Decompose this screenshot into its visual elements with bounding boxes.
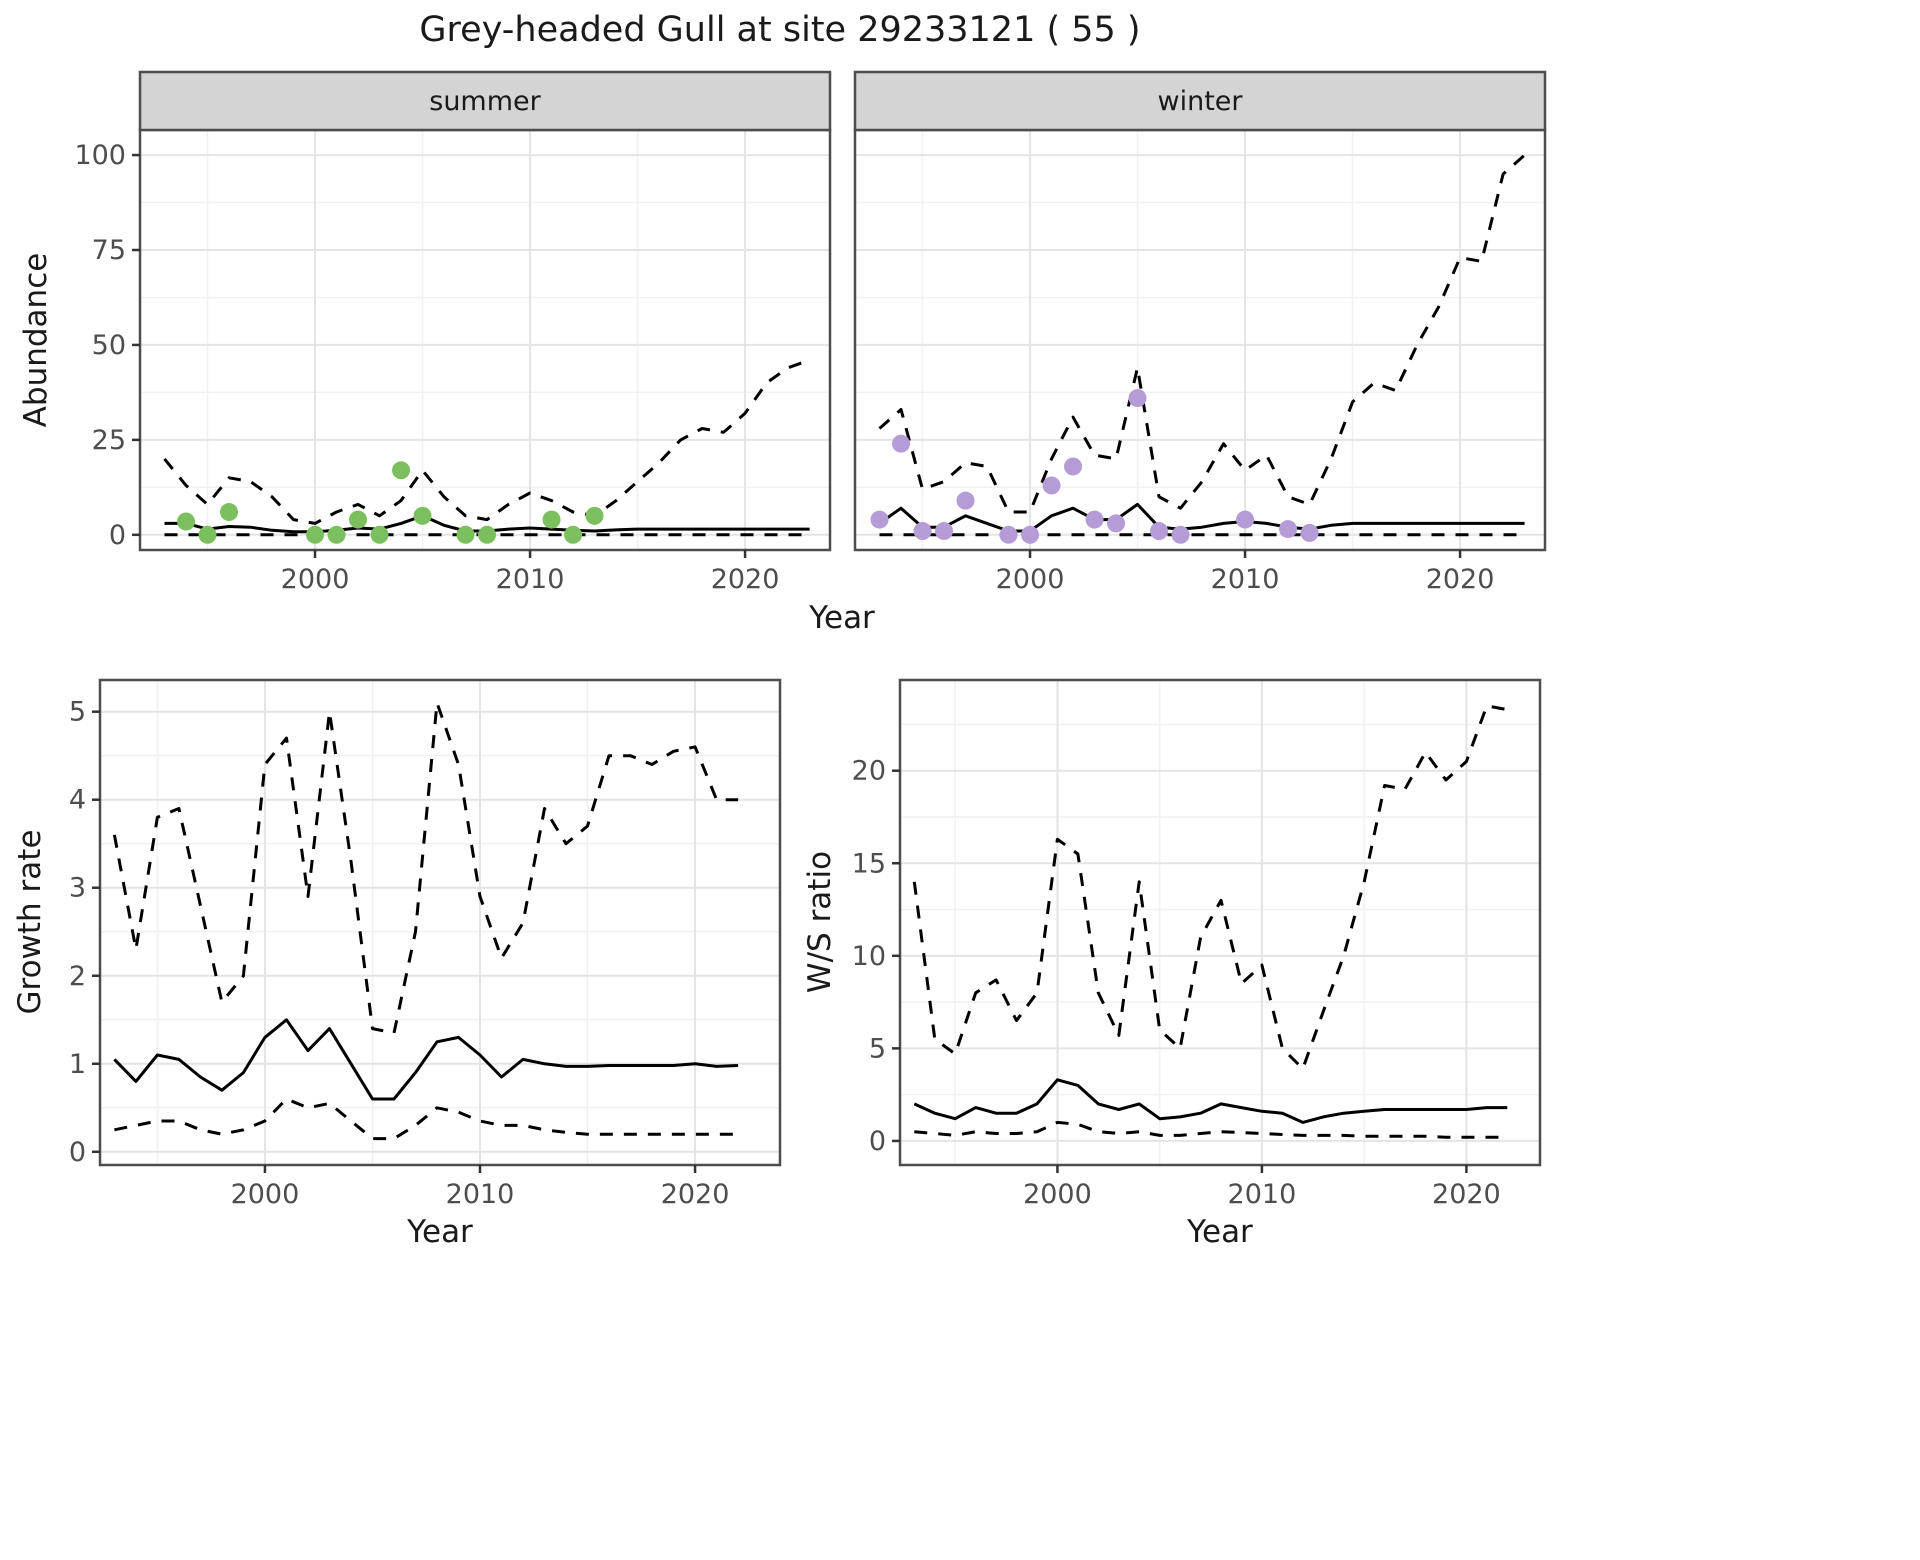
y-axis-title-growth-rate: Growth rate [12,829,48,1015]
x-tick-label: 2000 [281,564,350,595]
observation-point [1236,510,1255,529]
observation-point [1128,389,1147,408]
observation-point [564,525,583,544]
observation-point [478,525,497,544]
x-tick-label: 2020 [1432,1179,1501,1210]
x-tick-label: 2010 [446,1179,515,1210]
x-axis-title-year-bottom-right: Year [1187,1214,1253,1250]
observation-point [220,503,239,522]
median-line [913,1078,1508,1124]
panel-background [100,680,780,1165]
x-tick-label: 2000 [231,1179,300,1210]
panel-background [855,130,1545,550]
observation-point [1300,523,1319,542]
y-tick-label: 1 [69,1049,86,1080]
observation-point [1064,457,1083,476]
y-tick-label: 3 [69,873,86,904]
y-tick-label: 2 [69,961,86,992]
x-tick-label: 2010 [1211,564,1280,595]
y-tick-label: 5 [869,1033,886,1064]
x-tick-label: 2010 [1228,1179,1297,1210]
x-tick-label: 2000 [996,564,1065,595]
y-tick-label: 10 [852,941,886,972]
observation-point [1085,510,1104,529]
upper-line [112,701,739,1035]
median-line [878,502,1525,533]
observation-point [956,491,975,510]
x-tick-label: 2020 [661,1179,730,1210]
facet-label-summer: summer [429,85,541,117]
observation-point [585,506,604,525]
observation-point [327,525,346,544]
panel-border [898,678,1542,1167]
y-tick-label: 100 [74,140,126,171]
x-axis-title-year-bottom-left: Year [407,1214,473,1250]
observation-point [1107,514,1126,533]
observation-point [870,510,889,529]
x-tick-label: 2000 [1023,1179,1092,1210]
upper-line [163,358,811,525]
observation-point [1150,522,1169,541]
observation-point [198,525,217,544]
panel-border [98,678,782,1167]
median-line [113,1018,739,1101]
facet-strip [853,70,1547,132]
facet-strip [138,70,832,132]
observation-point [413,506,432,525]
lower-line [914,1120,1508,1139]
observation-point [1042,476,1061,495]
facet-label-winter: winter [1157,85,1243,117]
observation-point [542,510,561,529]
observation-point [913,522,932,541]
x-tick-label: 2020 [1426,564,1495,595]
panel-background [900,680,1540,1165]
y-tick-label: 0 [109,520,126,551]
chart-title: Grey-headed Gull at site 29233121 ( 55 ) [419,10,1141,50]
observation-point [1171,525,1190,544]
upper-line [912,704,1508,1071]
x-tick-label: 2010 [496,564,565,595]
observation-point [306,525,325,544]
observation-point [392,461,411,480]
observation-point [456,525,475,544]
y-axis-title-ws-ratio: W/S ratio [802,850,838,994]
y-tick-label: 0 [69,1137,86,1168]
observation-point [1021,525,1040,544]
panel-background [140,130,830,550]
lower-line [114,1097,739,1141]
y-tick-label: 4 [69,785,86,816]
observation-point [370,525,389,544]
observation-point [177,512,196,531]
observation-point [935,522,954,541]
y-tick-label: 5 [69,697,86,728]
y-tick-label: 75 [92,235,126,266]
observation-point [999,525,1018,544]
x-tick-label: 2020 [711,564,780,595]
observation-point [349,510,368,529]
y-tick-label: 25 [92,425,126,456]
y-tick-label: 0 [869,1126,886,1157]
y-tick-label: 15 [852,848,886,879]
observation-point [892,434,911,453]
y-tick-label: 50 [92,330,126,361]
x-axis-title-year-top: Year [809,600,875,636]
y-axis-title-abundance: Abundance [18,252,54,428]
y-tick-label: 20 [852,756,886,787]
observation-point [1279,520,1298,539]
